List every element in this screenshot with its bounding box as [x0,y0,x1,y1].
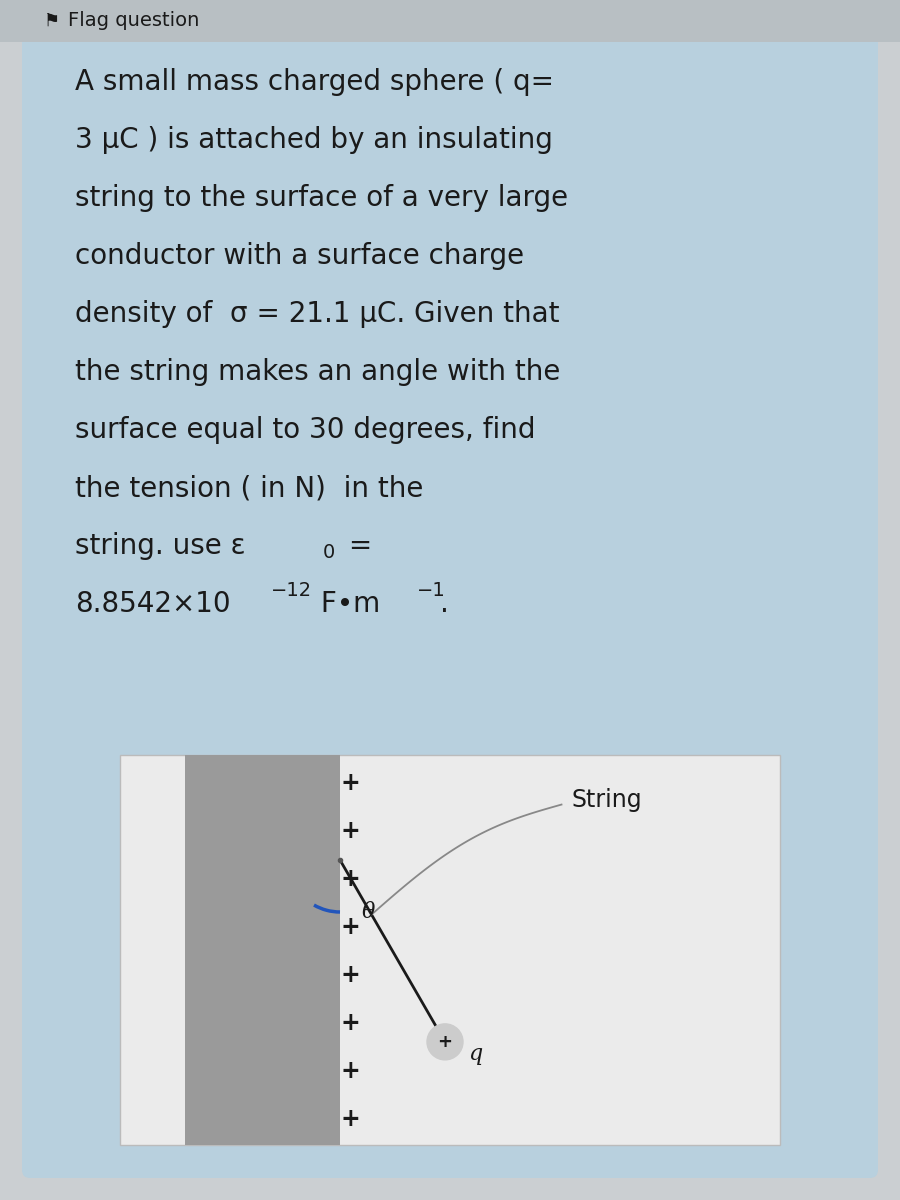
Circle shape [427,1024,463,1060]
Text: density of  σ = 21.1 μC. Given that: density of σ = 21.1 μC. Given that [75,300,560,328]
Text: .: . [440,590,449,618]
Text: string. use ε: string. use ε [75,532,246,560]
Bar [120,755,780,1145]
Text: the string makes an angle with the: the string makes an angle with the [75,358,561,386]
Text: +: + [340,866,360,890]
Text: θ: θ [361,901,374,923]
Text: conductor with a surface charge: conductor with a surface charge [75,242,524,270]
Text: −12: −12 [271,582,312,600]
Text: =: = [340,532,373,560]
Text: +: + [340,962,360,986]
Text: string to the surface of a very large: string to the surface of a very large [75,184,568,212]
Text: F•m: F•m [312,590,380,618]
Text: +: + [437,1033,453,1051]
Text: A small mass charged sphere ( q=: A small mass charged sphere ( q= [75,68,554,96]
Text: −1: −1 [417,582,446,600]
Bar [185,755,340,1145]
Text: 8.8542×10: 8.8542×10 [75,590,230,618]
Text: +: + [340,1010,360,1034]
Text: 3 μC ) is attached by an insulating: 3 μC ) is attached by an insulating [75,126,553,154]
Text: +: + [340,770,360,794]
Text: q: q [468,1043,482,1064]
Text: +: + [340,1058,360,1082]
Text: +: + [340,914,360,938]
Text: the tension ( in N)  in the: the tension ( in N) in the [75,474,423,502]
Bar [0,0,900,42]
Text: 0: 0 [323,544,335,563]
FancyBboxPatch shape [22,19,878,1178]
Text: surface equal to 30 degrees, find: surface equal to 30 degrees, find [75,416,536,444]
Text: +: + [340,818,360,842]
Text: ⚑: ⚑ [44,12,60,30]
Text: Flag question: Flag question [68,12,200,30]
Text: String: String [572,787,642,811]
Text: +: + [340,1106,360,1130]
